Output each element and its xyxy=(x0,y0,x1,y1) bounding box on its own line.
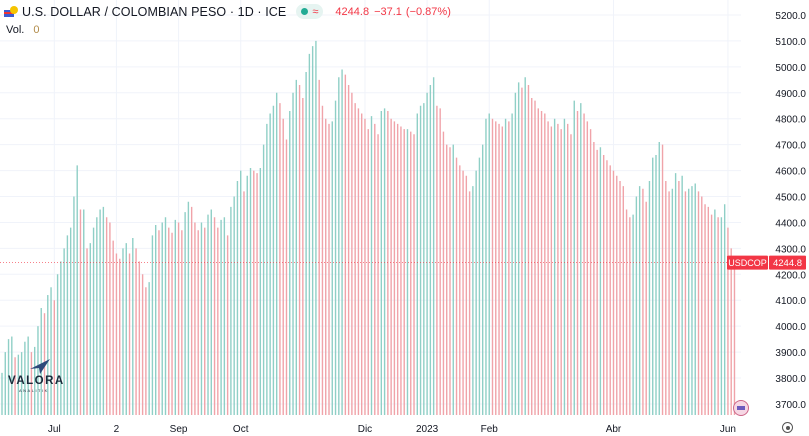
y-tick-label: 3900.0 xyxy=(775,348,806,359)
settings-icon[interactable] xyxy=(782,422,793,433)
y-tick-label: 4800.0 xyxy=(775,115,806,126)
symbol-title[interactable]: U.S. DOLLAR / COLOMBIAN PESO · 1D · ICE xyxy=(22,4,287,19)
volume-label: Vol. xyxy=(6,24,25,36)
y-tick-label: 4100.0 xyxy=(775,296,806,307)
logo-text: VALORA xyxy=(8,375,65,387)
valora-logo: VALORA ANALITIK xyxy=(8,357,66,393)
volume-value: 0 xyxy=(33,24,40,36)
x-tick-label: Jun xyxy=(720,424,736,435)
y-tick-label: 4300.0 xyxy=(775,244,806,255)
logo-plane-icon xyxy=(30,359,50,374)
y-tick-label: 3700.0 xyxy=(775,400,806,411)
last-price-tag: USDCOP 4244.8 xyxy=(0,255,806,270)
x-tick-label: 2023 xyxy=(416,424,439,435)
symbol-tag-bg xyxy=(727,255,768,270)
us-co-flag-icon xyxy=(4,6,18,17)
last-price: 4244.8 xyxy=(335,5,370,18)
x-tick-label: Oct xyxy=(233,424,249,435)
market-status-badge[interactable]: ≈ xyxy=(296,4,324,19)
y-tick-label: 4600.0 xyxy=(775,167,806,178)
y-tick-label: 4200.0 xyxy=(775,270,806,281)
price-change: −37.1 xyxy=(374,5,402,18)
x-tick-label: Sep xyxy=(170,424,188,435)
y-tick-label: 4500.0 xyxy=(775,193,806,204)
y-tick-label: 4400.0 xyxy=(775,218,806,229)
volume-legend: Vol. 0 xyxy=(6,24,39,36)
chart-legend: U.S. DOLLAR / COLOMBIAN PESO · 1D · ICE … xyxy=(4,4,451,19)
x-tick-label: Feb xyxy=(481,424,499,435)
time-axis: Jul 2 Sep Oct Dic 2023 Feb Abr Jun xyxy=(48,424,736,435)
bar-series xyxy=(1,40,736,415)
y-tick-label: 5000.0 xyxy=(775,63,806,74)
x-tick-label: Jul xyxy=(48,424,61,435)
y-tick-label: 4000.0 xyxy=(775,322,806,333)
x-tick-label: Abr xyxy=(606,424,622,435)
y-tick-label: 5200.0 xyxy=(775,11,806,22)
y-tick-label: 5100.0 xyxy=(775,37,806,48)
price-tag-bg xyxy=(769,255,806,270)
price-axis: 3700.0 3800.0 3900.0 4000.0 4100.0 4200.0 4300… xyxy=(775,11,806,411)
price-tag-value: 4244.8 xyxy=(773,258,802,269)
x-tick-label: Dic xyxy=(358,424,372,435)
y-tick-label: 4700.0 xyxy=(775,141,806,152)
price-tag-symbol: USDCOP xyxy=(728,258,767,268)
market-open-icon xyxy=(301,8,309,15)
delayed-data-icon: ≈ xyxy=(312,5,319,18)
y-tick-label: 3800.0 xyxy=(775,374,806,385)
price-change-percent: (−0.87%) xyxy=(405,5,451,18)
x-tick-label: 2 xyxy=(114,424,120,435)
economic-event-icon[interactable] xyxy=(733,400,749,416)
y-tick-label: 4900.0 xyxy=(775,89,806,100)
logo-subtext: ANALITIK xyxy=(19,388,49,393)
